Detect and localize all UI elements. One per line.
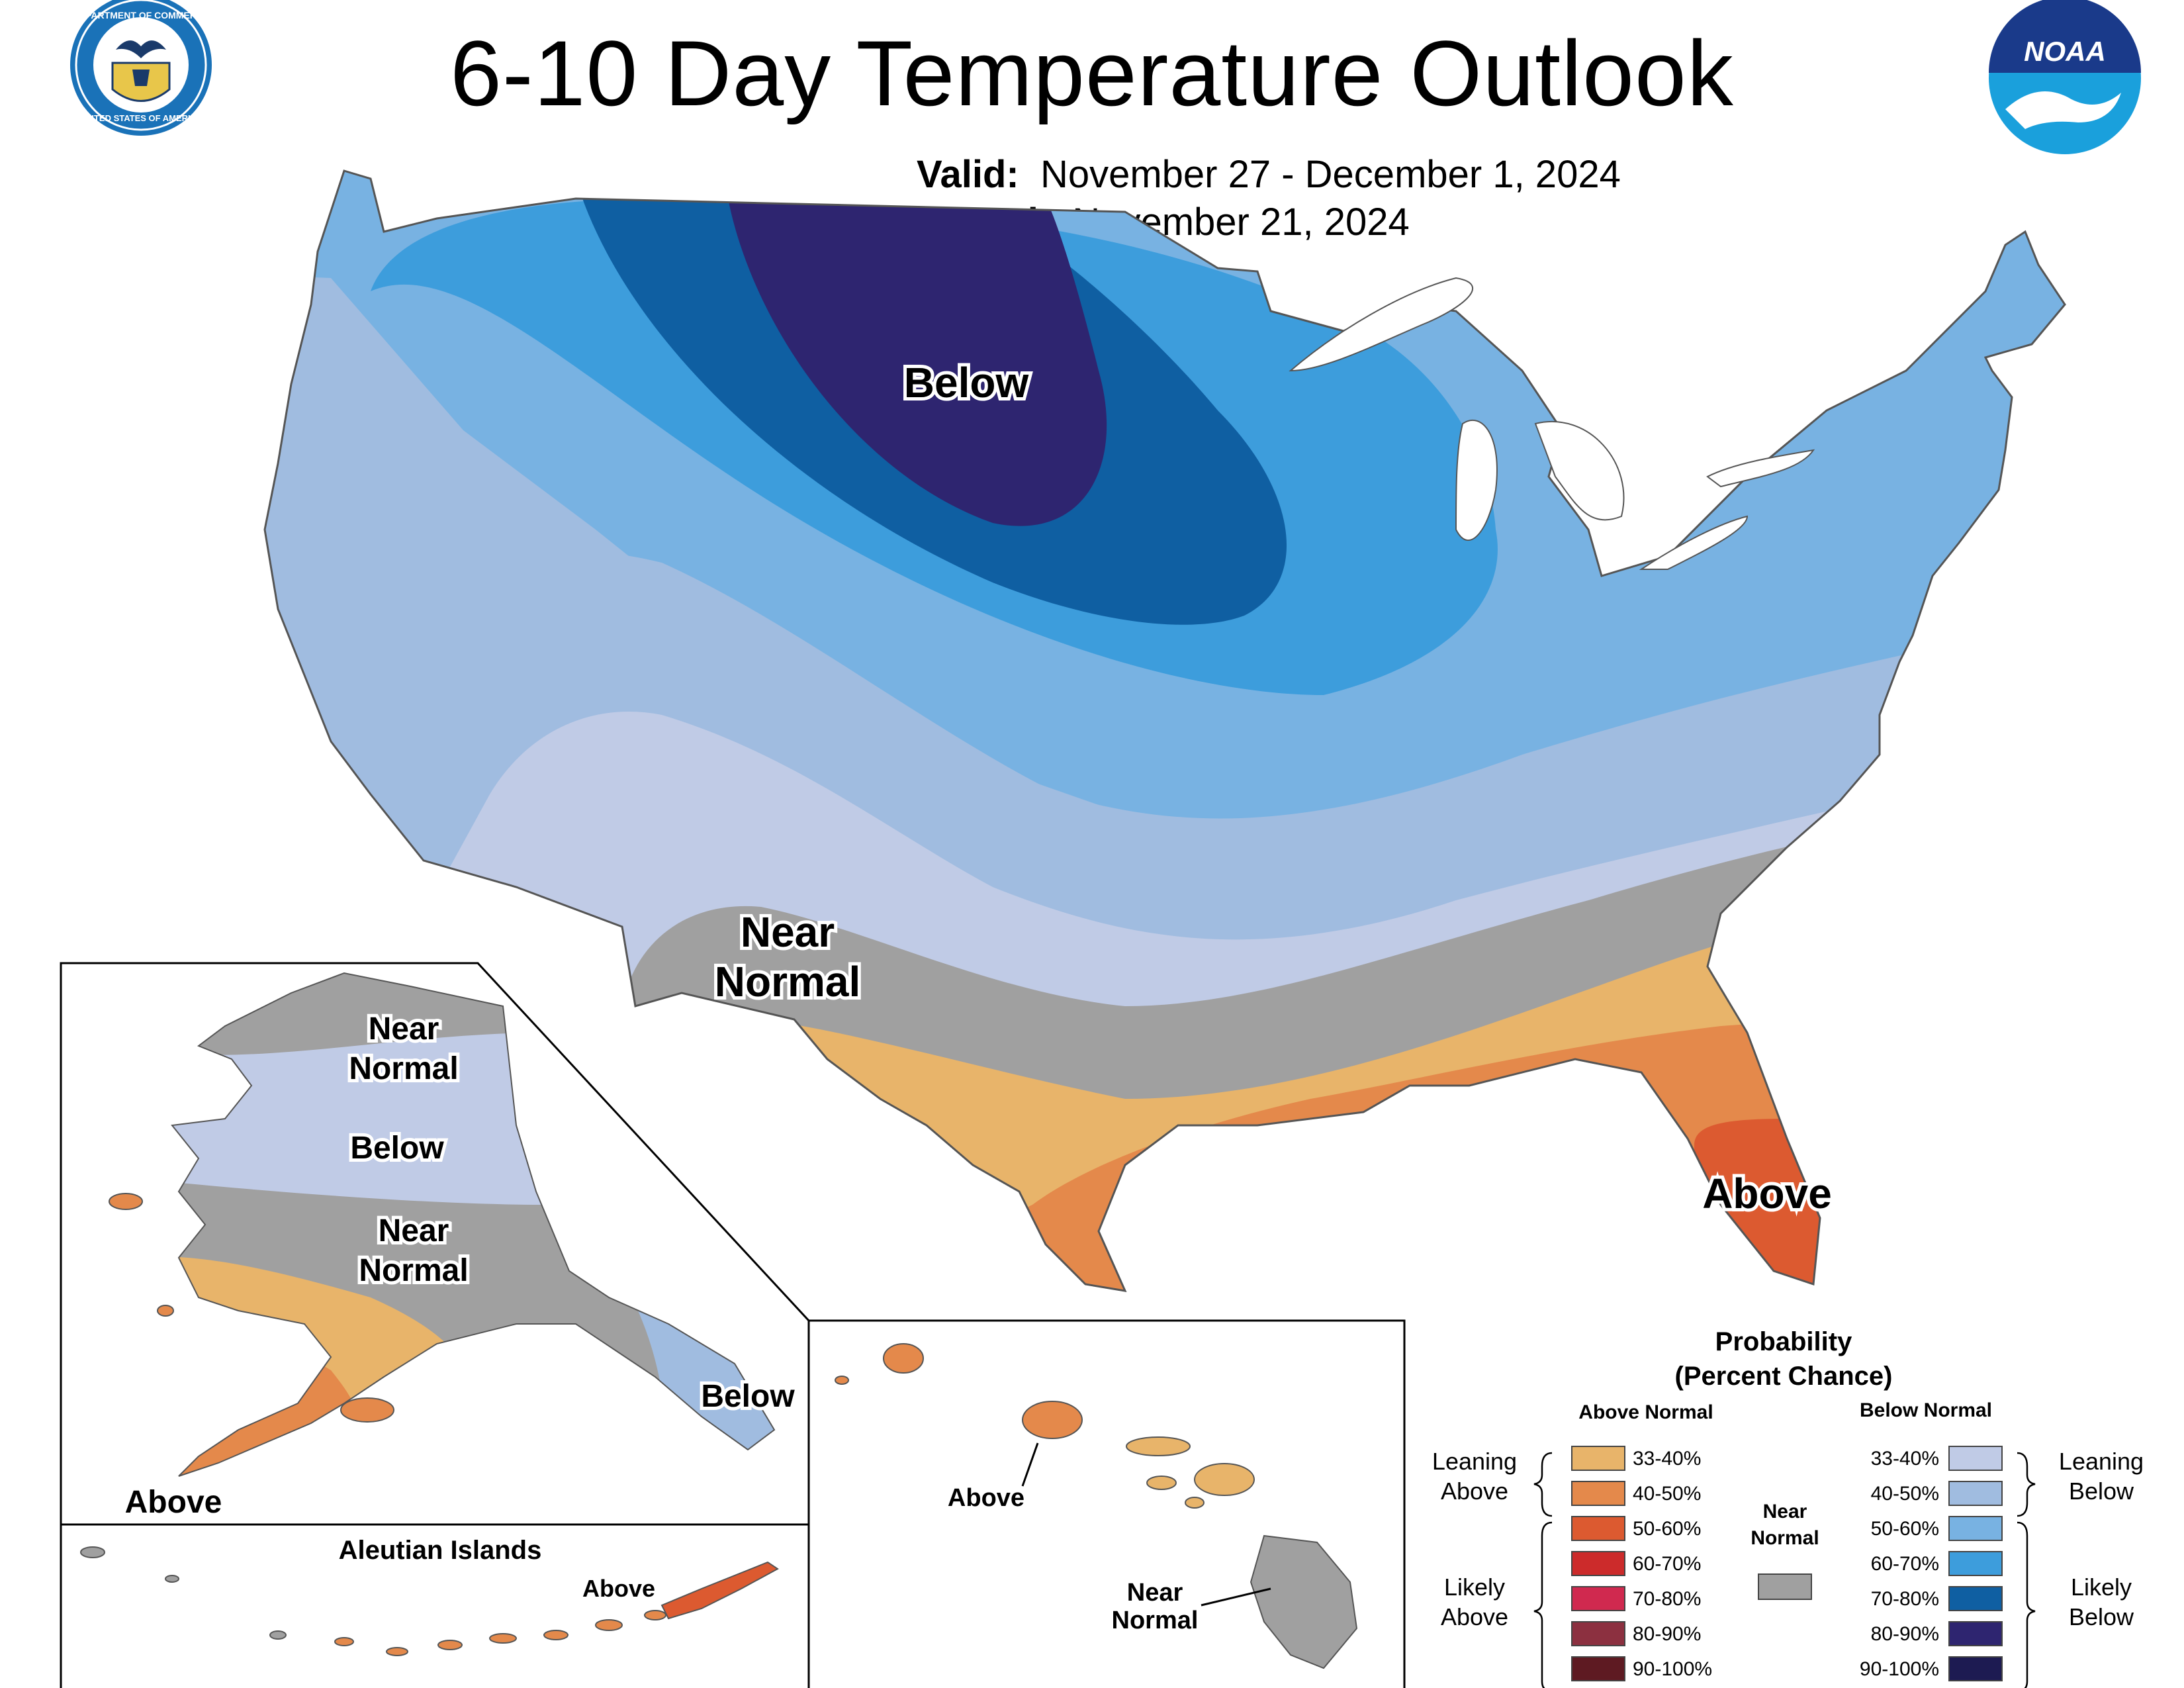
legend-above-header: Above Normal <box>1578 1401 1713 1423</box>
above-swatch-4 <box>1571 1586 1625 1611</box>
below-swatch-4 <box>1948 1586 2003 1611</box>
department-of-commerce-seal-icon: DEPARTMENT OF COMMERCE UNITED STATES OF … <box>70 0 212 136</box>
alaska-outline <box>171 972 776 1477</box>
conus-label-near-line2: Normal <box>715 958 861 1006</box>
hawaii-islands <box>835 1343 1358 1669</box>
hi-above-leader <box>1021 1442 1039 1487</box>
conus-label-near-line1: Near <box>741 908 835 956</box>
ak-label-near1-line2: Normal <box>349 1051 458 1086</box>
hi-label-near-line1: Near <box>1127 1579 1183 1607</box>
hi-label-near-line2: Normal <box>1112 1607 1199 1634</box>
legend-near-swatch <box>1758 1573 1812 1600</box>
alaska-islands <box>109 1193 394 1423</box>
ak-label-above: Above <box>125 1485 222 1520</box>
legend: Probability (Percent Chance) Above Norma… <box>1432 1327 2144 1688</box>
legend-title-line1: Probability <box>1715 1327 1852 1356</box>
below-swatch-2 <box>1948 1516 2003 1541</box>
hi-near-leader <box>1201 1587 1271 1607</box>
legend-title-line2: (Percent Chance) <box>1675 1362 1893 1391</box>
legend-below-header: Below Normal <box>1860 1399 1992 1421</box>
leaning-below-line1: Leaning <box>2059 1448 2144 1475</box>
hi-label-above: Above <box>948 1484 1024 1512</box>
above-swatch-label-3: 60-70% <box>1633 1553 1701 1575</box>
aleutian-title: Aleutian Islands <box>339 1536 542 1565</box>
noaa-logo-text: NOAA <box>2024 36 2106 67</box>
below-swatch-label-5: 80-90% <box>1871 1623 1939 1645</box>
likely-above-line1: Likely <box>1444 1573 1505 1601</box>
above-swatch-2 <box>1571 1516 1625 1541</box>
legend-near-line2: Normal <box>1751 1527 1819 1549</box>
seal-text-top: DEPARTMENT OF COMMERCE <box>73 10 210 21</box>
legend-below-swatches: 33-40% 40-50% 50-60% 60-70% 70-80% 80-90% 90-1… <box>1860 1446 2003 1681</box>
above-swatch-label-0: 33-40% <box>1633 1448 1701 1470</box>
above-swatch-label-5: 80-90% <box>1633 1623 1701 1645</box>
conus-label-below: Below <box>904 359 1029 406</box>
below-swatch-label-1: 40-50% <box>1871 1483 1939 1505</box>
above-swatch-0 <box>1571 1446 1625 1471</box>
valid-value: November 27 - December 1, 2024 <box>1040 153 1621 196</box>
legend-above-swatches: 33-40% 40-50% 50-60% 60-70% 70-80% 80-90% 90-1… <box>1571 1446 1712 1681</box>
leaning-below-line2: Below <box>2069 1477 2134 1505</box>
below-swatch-3 <box>1948 1551 2003 1576</box>
seal-text-bottom: UNITED STATES OF AMERICA <box>79 113 203 123</box>
below-swatch-label-6: 90-100% <box>1860 1658 1939 1680</box>
legend-braces <box>1533 1452 2036 1688</box>
ak-label-near2-line1: Near <box>379 1213 449 1248</box>
above-swatch-label-2: 50-60% <box>1633 1518 1701 1540</box>
above-swatch-3 <box>1571 1551 1625 1576</box>
below-swatch-5 <box>1948 1621 2003 1646</box>
great-lakes <box>1289 277 1815 570</box>
ak-label-panhandle-below: Below <box>701 1379 795 1414</box>
ak-label-below: Below <box>350 1131 444 1166</box>
below-swatch-label-0: 33-40% <box>1871 1448 1939 1470</box>
likely-above-line2: Above <box>1441 1603 1508 1630</box>
below-swatch-label-2: 50-60% <box>1871 1518 1939 1540</box>
valid-row: Valid: November 27 - December 1, 2024 <box>917 151 1621 199</box>
above-swatch-5 <box>1571 1621 1625 1646</box>
above-swatch-label-4: 70-80% <box>1633 1588 1701 1610</box>
below-swatch-label-3: 60-70% <box>1871 1553 1939 1575</box>
below-swatch-1 <box>1948 1481 2003 1506</box>
leaning-above-line2: Above <box>1441 1477 1508 1505</box>
aleutian-label-above: Above <box>582 1575 655 1602</box>
page-title: 6-10 Day Temperature Outlook <box>450 21 1734 125</box>
valid-label: Valid: <box>917 153 1019 196</box>
leaning-above-line1: Leaning <box>1432 1448 1517 1475</box>
ak-label-near2-line2: Normal <box>359 1253 468 1288</box>
above-swatch-1 <box>1571 1481 1625 1506</box>
zone-below-80-90 <box>728 199 1107 526</box>
below-swatch-label-4: 70-80% <box>1871 1588 1939 1610</box>
above-swatch-label-1: 40-50% <box>1633 1483 1701 1505</box>
below-swatch-0 <box>1948 1446 2003 1471</box>
ak-label-near1-line1: Near <box>369 1011 439 1047</box>
above-swatch-6 <box>1571 1656 1625 1681</box>
noaa-logo-icon: NOAA <box>1989 0 2141 154</box>
aleutian-islands <box>80 1546 779 1656</box>
likely-below-line2: Below <box>2069 1603 2134 1630</box>
conus-label-above: Above <box>1702 1170 1832 1217</box>
likely-below-line1: Likely <box>2071 1573 2132 1601</box>
legend-near-line1: Near <box>1763 1501 1807 1523</box>
above-swatch-label-6: 90-100% <box>1633 1658 1712 1680</box>
below-swatch-6 <box>1948 1656 2003 1681</box>
